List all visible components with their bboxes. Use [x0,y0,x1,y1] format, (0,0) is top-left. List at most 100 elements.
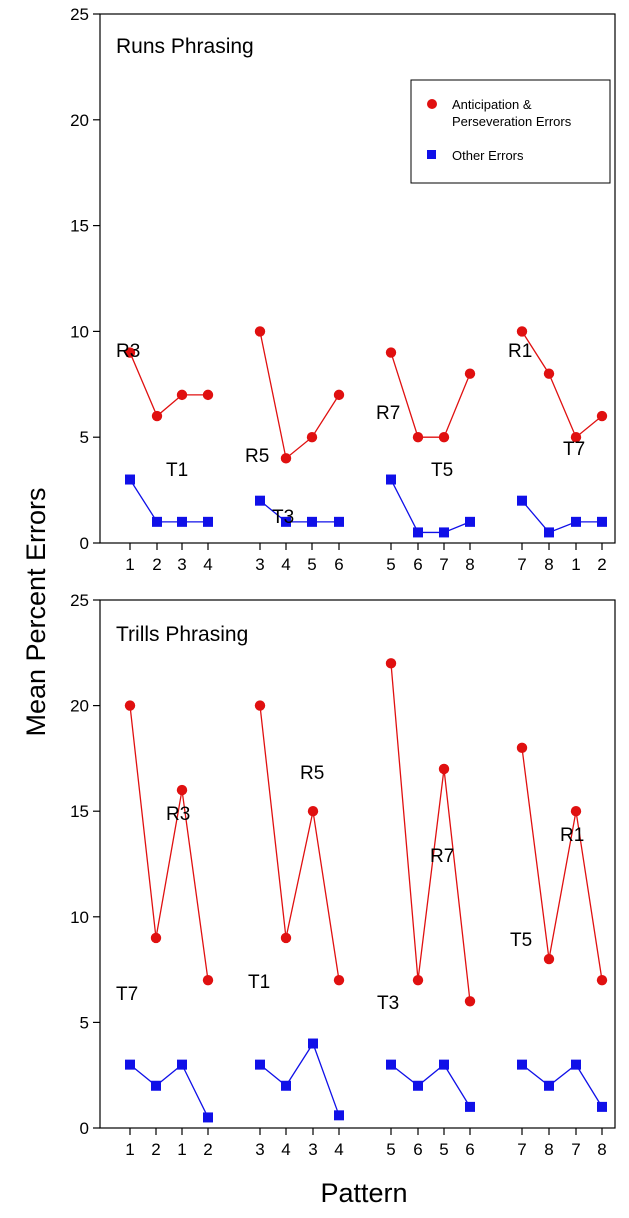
anticipation-data-point [202,389,214,401]
other-data-point [152,516,162,527]
anticipation-data-point [333,389,345,401]
anticipation-data-point [438,763,450,775]
x-tick-label: 4 [281,1140,290,1159]
anticipation-data-point [543,953,555,965]
y-tick-label: 10 [70,908,89,927]
other-data-point [413,527,423,538]
x-axis-title: Pattern [320,1178,407,1208]
x-tick-label: 7 [571,1140,580,1159]
other-data-point [177,1059,187,1070]
anticipation-data-point [124,700,136,711]
x-tick-label: 8 [465,555,474,574]
x-tick-label: 1 [125,555,134,574]
x-tick-label: 7 [439,555,448,574]
pattern-annotation: R3 [166,804,190,825]
anticipation-data-point [596,974,608,986]
pattern-annotation: R7 [430,846,454,867]
other-data-point [203,516,213,527]
x-tick-label: 8 [544,555,553,574]
other-data-point [544,527,554,538]
anticipation-data-point [280,932,292,944]
other-data-point [571,1059,581,1070]
legend-marker-other [427,150,436,159]
anticipation-series-line [129,705,209,981]
legend-marker-anticipation [427,99,437,109]
y-tick-label: 10 [70,322,89,341]
other-data-point [544,1080,554,1091]
pattern-annotation: T1 [248,972,270,993]
anticipation-series-line [129,352,208,418]
y-axis-title: Mean Percent Errors [21,487,51,736]
pattern-annotation: T3 [272,507,294,528]
pattern-annotation: R7 [376,403,400,424]
other-data-point [307,516,317,527]
anticipation-series-line [521,331,603,439]
plot-frame [99,599,616,1129]
other-data-point [517,495,527,506]
pattern-annotation: T5 [431,460,453,481]
anticipation-data-point [176,389,188,401]
pattern-annotation: T7 [563,439,585,460]
anticipation-data-point [385,347,397,358]
pattern-annotation: T5 [510,930,532,951]
other-series-line [129,479,208,523]
x-tick-label: 1 [571,555,580,574]
x-tick-label: 8 [544,1140,553,1159]
x-tick-label: 3 [255,555,264,574]
other-data-point [413,1080,423,1091]
other-data-point [203,1112,213,1123]
anticipation-data-point [543,368,555,379]
pattern-annotation: R5 [300,763,324,784]
other-data-point [386,1059,396,1070]
other-data-point [517,1059,527,1070]
anticipation-data-point [333,974,345,986]
anticipation-data-point [570,806,582,817]
x-tick-label: 7 [517,1140,526,1159]
pattern-annotation: T7 [116,984,138,1005]
x-tick-label: 2 [151,1140,160,1159]
x-tick-label: 5 [386,1140,395,1159]
other-data-point [308,1038,318,1049]
anticipation-data-point [306,432,318,443]
y-tick-label: 5 [80,1013,89,1032]
anticipation-data-point [202,974,214,986]
y-tick-label: 15 [70,802,89,821]
other-series-line [521,500,602,534]
anticipation-series-line [259,705,340,981]
x-tick-label: 3 [177,555,186,574]
other-data-point [386,474,396,485]
other-series-line [390,1063,471,1108]
x-tick-label: 5 [386,555,395,574]
panel-title: Trills Phrasing [116,623,248,646]
other-data-point [177,516,187,527]
panel-title: Runs Phrasing [116,35,254,58]
plot-frame [99,13,616,544]
anticipation-data-point [464,368,476,379]
other-data-point [465,516,475,527]
other-data-point [281,516,291,527]
anticipation-data-point [254,326,266,337]
anticipation-data-point [596,410,608,422]
other-data-point [571,516,581,527]
other-series-line [259,500,339,523]
y-tick-label: 25 [70,5,89,24]
x-tick-label: 2 [152,555,161,574]
x-tick-label: 3 [308,1140,317,1159]
x-tick-label: 7 [517,555,526,574]
anticipation-series-line [390,663,471,1002]
other-data-point [439,1059,449,1070]
anticipation-data-point [280,453,292,464]
y-tick-label: 5 [80,428,89,447]
x-tick-label: 5 [307,555,316,574]
other-data-point [151,1080,161,1091]
other-data-point [281,1080,291,1091]
anticipation-data-point [570,432,582,443]
x-tick-label: 6 [413,1140,422,1159]
other-data-point [255,495,265,506]
other-data-point [597,516,607,527]
legend-label-anticipation: Anticipation & [452,97,532,112]
pattern-annotation: R3 [116,341,140,362]
anticipation-data-point [412,432,424,443]
